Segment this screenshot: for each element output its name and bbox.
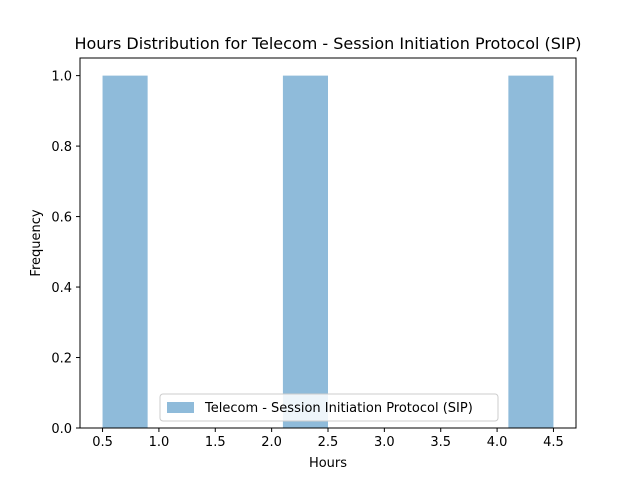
x-tick-label: 3.0 xyxy=(374,435,395,450)
histogram-bar xyxy=(282,75,328,428)
legend-swatch xyxy=(167,402,194,413)
x-tick-label: 1.0 xyxy=(149,435,170,450)
y-axis-ticks: 0.0 0.2 0.4 0.6 0.8 1.0 xyxy=(51,70,80,437)
y-tick-label: 0.2 xyxy=(51,352,72,367)
bars-group xyxy=(102,75,554,428)
y-tick-label: 0.0 xyxy=(51,422,72,437)
x-axis-ticks: 0.5 1.0 1.5 2.0 2.5 3.0 3.5 4.0 4.5 xyxy=(92,428,564,450)
x-tick-label: 2.5 xyxy=(318,435,339,450)
y-tick-label: 0.4 xyxy=(51,281,72,296)
x-tick-label: 4.5 xyxy=(543,435,564,450)
x-tick-label: 2.0 xyxy=(261,435,282,450)
x-axis-label: Hours xyxy=(309,456,347,471)
legend: Telecom - Session Initiation Protocol (S… xyxy=(159,393,499,422)
y-axis-label: Frequency xyxy=(29,209,44,276)
chart-title: Hours Distribution for Telecom - Session… xyxy=(74,34,581,53)
x-tick-label: 1.5 xyxy=(205,435,226,450)
histogram-bar xyxy=(102,75,148,428)
x-tick-label: 4.0 xyxy=(487,435,508,450)
x-tick-label: 0.5 xyxy=(92,435,113,450)
x-tick-label: 3.5 xyxy=(430,435,451,450)
legend-box xyxy=(159,393,499,422)
histogram-bar xyxy=(508,75,554,428)
y-tick-label: 0.8 xyxy=(51,140,72,155)
y-tick-label: 0.6 xyxy=(51,211,72,226)
y-tick-label: 1.0 xyxy=(51,70,72,85)
legend-label: Telecom - Session Initiation Protocol (S… xyxy=(204,401,473,416)
